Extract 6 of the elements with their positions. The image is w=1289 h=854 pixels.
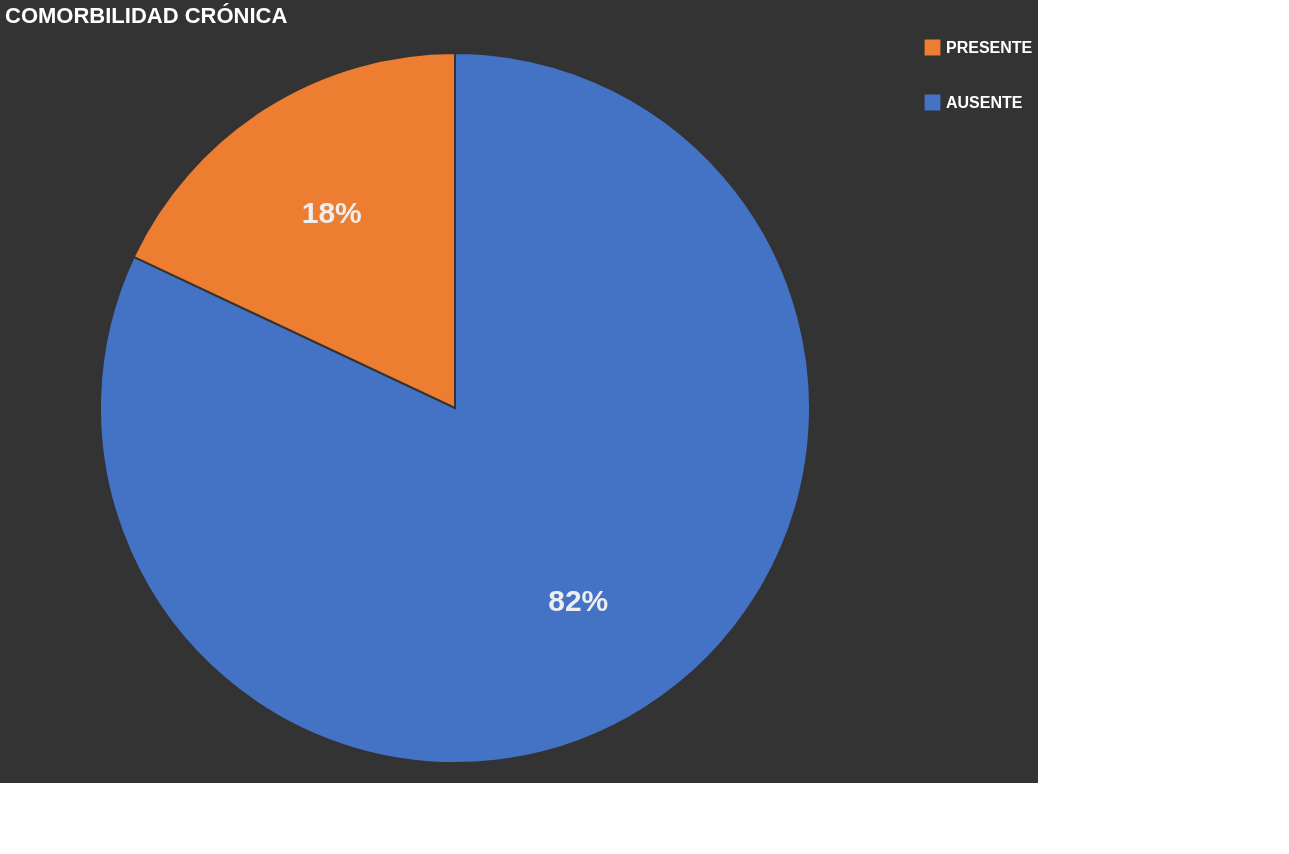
data-label: 18% bbox=[301, 195, 362, 229]
pie-slice bbox=[99, 52, 811, 764]
legend-label: PRESENTE bbox=[946, 38, 1033, 56]
chart-title: COMORBILIDAD CRÓNICA bbox=[5, 3, 288, 28]
legend-label: AUSENTE bbox=[946, 93, 1023, 111]
data-label: 82% bbox=[548, 584, 609, 618]
